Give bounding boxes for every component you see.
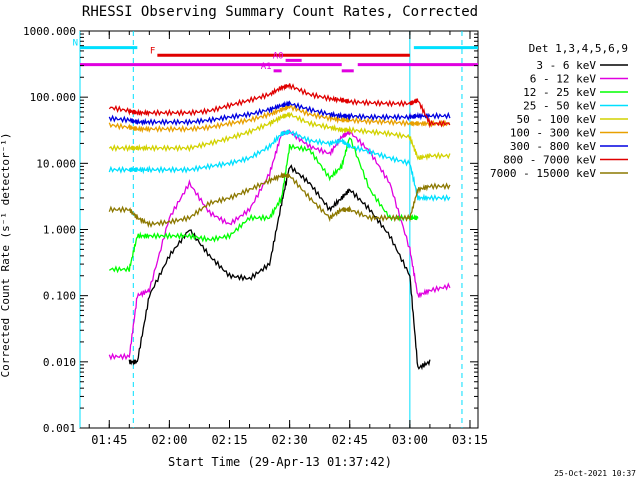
series-line-7000-15000-keV <box>108 171 451 229</box>
footer-timestamp: 25-Oct-2021 10:37 <box>554 469 636 478</box>
y-tick-label: 10.000 <box>36 157 76 170</box>
x-axis-label: Start Time (29-Apr-13 01:37:42) <box>168 455 392 469</box>
legend-label: 800 - 7000 keV <box>503 154 596 167</box>
chart-title: RHESSI Observing Summary Count Rates, Co… <box>82 4 478 20</box>
y-tick-label: 0.001 <box>43 422 76 435</box>
series-line-300-800-keV <box>108 100 451 127</box>
x-axis: 01:45 02:00 02:15 02:30 02:45 03:00 03:15 <box>88 31 488 447</box>
legend-label: 7000 - 15000 keV <box>490 167 596 180</box>
y-axis: 1000.000 100.000 10.000 1.000 0.100 0.010 0.00… <box>23 25 478 435</box>
series-line-100-300-keV <box>108 103 451 134</box>
series-line-25-50-keV <box>108 129 451 203</box>
x-tick-label: 02:30 <box>272 433 308 447</box>
x-tick-label: 02:15 <box>211 433 247 447</box>
flag-label-a1: A1 <box>261 62 272 72</box>
legend-label: 300 - 800 keV <box>510 140 596 153</box>
x-tick-label: 02:00 <box>151 433 187 447</box>
series-lines <box>108 83 451 371</box>
legend-label: 50 - 100 keV <box>517 113 597 126</box>
flag-label-f: F <box>150 46 155 56</box>
vertical-markers <box>79 31 463 428</box>
series-line-800-7000-keV <box>108 83 451 129</box>
y-tick-label: 100.000 <box>30 91 76 104</box>
legend-label: 12 - 25 keV <box>523 86 596 99</box>
series-line-50-100-keV <box>108 111 451 161</box>
legend-label: 100 - 300 keV <box>510 127 596 140</box>
x-tick-label: 01:45 <box>91 433 127 447</box>
y-axis-label: Corrected Count Rate (s⁻¹ detector⁻¹) <box>0 132 12 377</box>
legend-label: 25 - 50 keV <box>523 100 596 113</box>
x-tick-label: 03:15 <box>452 433 488 447</box>
legend-label: 6 - 12 keV <box>530 73 597 86</box>
legend-title: Det 1,3,4,5,6,9 <box>529 42 628 55</box>
series-line-3-6-keV <box>128 164 431 371</box>
y-tick-label: 0.100 <box>43 290 76 303</box>
flag-label-n: N <box>73 39 78 49</box>
y-tick-label: 1.000 <box>43 224 76 237</box>
y-tick-label: 0.010 <box>43 356 76 369</box>
series-line-12-25-keV <box>108 137 419 274</box>
x-tick-label: 02:45 <box>332 433 368 447</box>
legend-label: 3 - 6 keV <box>536 59 596 72</box>
y-tick-label: 1000.000 <box>23 25 76 38</box>
x-tick-label: 03:00 <box>392 433 428 447</box>
series-line-6-12-keV <box>108 128 451 361</box>
flag-label-a0: A0 <box>273 51 284 61</box>
